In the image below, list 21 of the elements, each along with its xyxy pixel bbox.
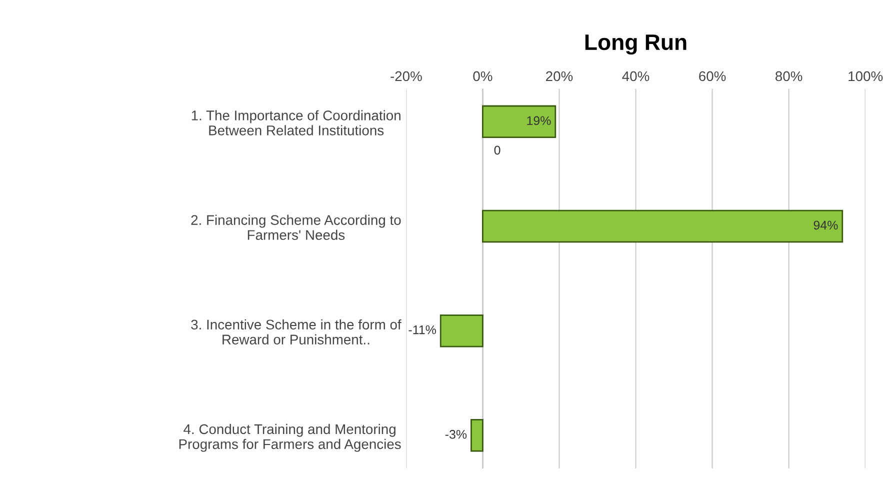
y-tick-label: 2. Financing Scheme According to Farmers' Needs bbox=[191, 214, 401, 240]
x-tick-label: 100% bbox=[848, 71, 883, 82]
chart-title: Long Run bbox=[585, 34, 686, 55]
bar bbox=[482, 210, 844, 243]
data-label: -3% bbox=[445, 430, 467, 439]
annotation: 0 bbox=[494, 146, 500, 155]
data-label: -11% bbox=[408, 325, 436, 334]
x-tick-label: 0% bbox=[473, 71, 492, 82]
bar bbox=[440, 314, 484, 348]
bar bbox=[482, 105, 556, 138]
x-tick-label: 60% bbox=[699, 71, 726, 82]
data-label: 94% bbox=[814, 220, 838, 230]
y-tick-label: 3. Incentive Scheme in the form of Reward or Punishment.. bbox=[191, 319, 402, 344]
x-tick-label: 20% bbox=[546, 71, 573, 82]
bar bbox=[470, 419, 484, 452]
y-tick-label: 1. The Importance of Coordination Between Related Institutions bbox=[192, 110, 400, 136]
x-tick-label: 80% bbox=[776, 71, 802, 82]
x-tick-label: -20% bbox=[390, 71, 422, 82]
data-label: 19% bbox=[527, 116, 551, 126]
y-tick-label: 4. Conduct Training and Mentoring Programs for Farmers and Agencies bbox=[179, 424, 401, 452]
x-tick-label: 40% bbox=[622, 71, 650, 82]
